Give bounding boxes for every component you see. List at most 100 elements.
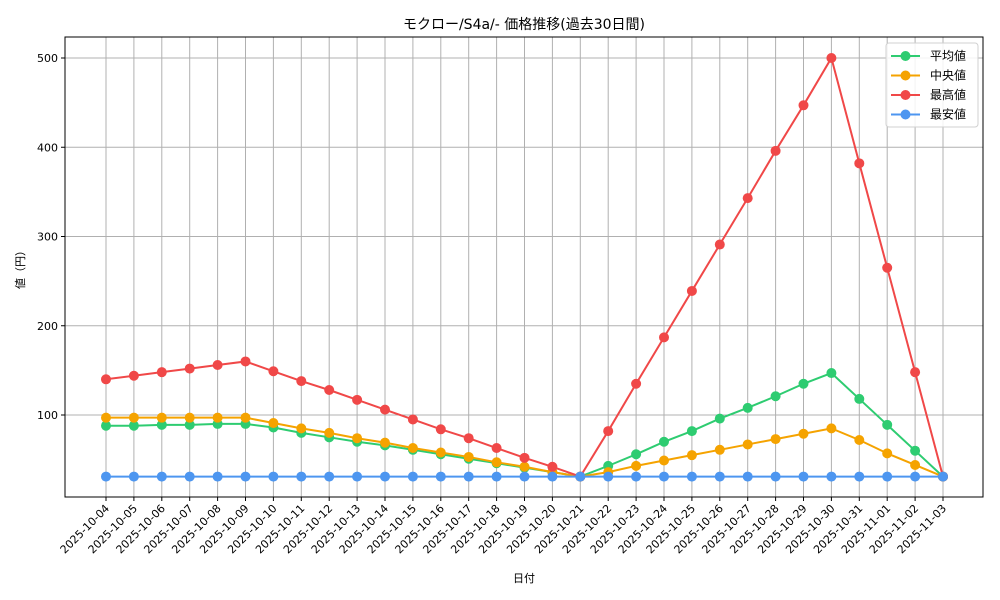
data-point [631, 471, 642, 482]
data-point [826, 53, 837, 63]
data-point [686, 450, 697, 461]
data-point [910, 367, 921, 378]
data-point [854, 393, 865, 404]
data-point [770, 145, 781, 156]
data-point [128, 471, 139, 482]
data-point [463, 433, 474, 444]
y-tick-label: 200 [37, 320, 58, 333]
data-point [156, 471, 167, 482]
data-point [659, 436, 669, 447]
data-point [798, 471, 809, 482]
data-point [435, 471, 446, 482]
legend-label: 最安値 [930, 107, 966, 122]
data-point [491, 457, 502, 468]
data-point [659, 332, 669, 343]
data-point [491, 471, 502, 482]
data-point [212, 471, 223, 482]
x-axis-ticks: 2025-10-042025-10-052025-10-062025-10-07… [58, 497, 949, 556]
data-point [854, 158, 865, 169]
series-layer [101, 53, 948, 482]
data-point [826, 471, 837, 482]
data-point [352, 394, 363, 405]
data-point [268, 418, 279, 429]
y-axis-label: 値（円） [14, 245, 27, 289]
data-point [156, 419, 167, 430]
y-axis-ticks: 100 200 300 400 500 [37, 52, 65, 422]
data-point [184, 412, 195, 423]
data-point [882, 471, 893, 482]
data-point [128, 370, 139, 381]
data-point [742, 193, 753, 204]
data-point [742, 471, 753, 482]
data-point [463, 471, 474, 482]
data-point [798, 100, 809, 111]
data-point [910, 471, 921, 482]
data-point [659, 455, 669, 466]
data-point [631, 460, 642, 471]
data-point [352, 433, 363, 444]
data-point [463, 451, 474, 462]
y-tick-label: 500 [37, 52, 58, 65]
legend-marker-icon [900, 70, 911, 81]
data-point [603, 471, 614, 482]
data-point [407, 471, 418, 482]
data-point [519, 461, 530, 472]
series-3 [101, 471, 948, 482]
data-point [910, 459, 921, 470]
grid-lines [65, 37, 983, 497]
data-point [407, 443, 418, 454]
data-point [770, 434, 781, 445]
data-point [519, 471, 530, 482]
data-point [686, 285, 697, 296]
data-point [240, 471, 251, 482]
data-point [742, 439, 753, 450]
legend-marker-icon [900, 51, 911, 61]
data-point [380, 404, 390, 415]
data-point [770, 471, 781, 482]
y-tick-label: 400 [37, 141, 58, 154]
data-point [352, 471, 363, 482]
data-point [324, 385, 335, 396]
data-point [128, 420, 139, 431]
data-point [240, 412, 251, 423]
data-point [547, 471, 558, 482]
data-point [854, 434, 865, 445]
data-point [826, 423, 837, 434]
data-point [798, 428, 809, 439]
data-point [380, 437, 390, 448]
data-point [547, 461, 558, 472]
legend-item: 最高値 [891, 87, 966, 102]
data-point [575, 471, 586, 482]
data-point [296, 423, 307, 434]
legend-marker-icon [900, 109, 911, 120]
data-point [714, 444, 725, 455]
data-point [212, 412, 223, 423]
data-point [770, 391, 781, 402]
data-point [631, 378, 642, 389]
data-point [407, 414, 418, 425]
y-tick-label: 300 [37, 231, 58, 244]
data-point [268, 471, 279, 482]
data-point [101, 420, 111, 431]
data-point [128, 412, 139, 423]
data-point [714, 413, 725, 424]
data-point [324, 471, 335, 482]
x-axis-label: 日付 [513, 572, 535, 585]
data-point [296, 376, 307, 387]
data-point [882, 448, 893, 459]
data-point [631, 449, 642, 460]
data-point [491, 443, 502, 454]
data-point [826, 368, 837, 379]
legend-marker-icon [900, 90, 911, 100]
legend-label: 中央値 [930, 68, 966, 83]
data-point [296, 471, 307, 482]
legend-box [885, 42, 979, 128]
data-point [156, 412, 167, 423]
data-point [854, 471, 865, 482]
data-point [268, 366, 279, 377]
data-point [910, 445, 921, 456]
data-point [686, 426, 697, 437]
data-point [882, 262, 893, 273]
data-point [519, 452, 530, 463]
